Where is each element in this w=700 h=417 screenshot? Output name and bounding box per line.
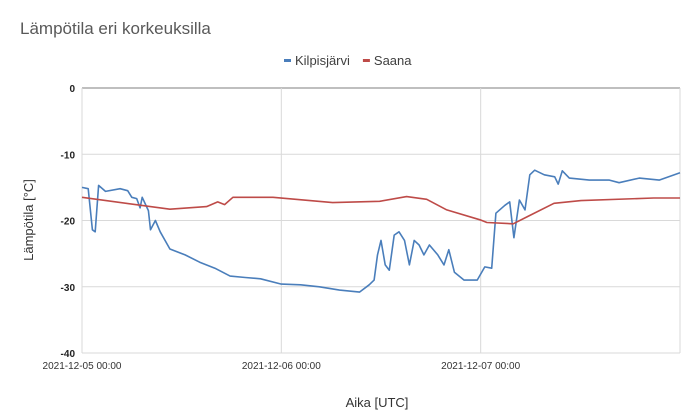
y-tick-label: 0 xyxy=(69,84,75,95)
legend-label: Kilpisjärvi xyxy=(295,53,350,68)
series-line-saana xyxy=(81,195,680,225)
x-tick-label: 2021-12-05 00:00 xyxy=(43,361,122,372)
y-tick-label: -40 xyxy=(61,349,76,360)
y-axis-ticks: 0 -10 -20 -30 -40 xyxy=(61,84,76,360)
x-axis-ticks: 2021-12-05 00:00 2021-12-06 00:00 2021-12-… xyxy=(43,361,521,372)
x-axis-title: Aika [UTC] xyxy=(346,395,409,410)
chart-title: Lämpötila eri korkeuksilla xyxy=(20,19,211,38)
x-tick-label: 2021-12-06 00:00 xyxy=(242,361,321,372)
legend: Kilpisjärvi Saana xyxy=(284,53,412,68)
y-tick-label: -20 xyxy=(61,217,76,228)
series-lines xyxy=(81,169,681,293)
y-axis-title: Lämpötila [°C] xyxy=(21,179,36,261)
legend-swatch xyxy=(362,59,370,62)
y-tick-label: -30 xyxy=(61,283,76,294)
gridlines xyxy=(81,87,681,354)
series-line-kilpisjärvi xyxy=(81,169,681,293)
y-tick-label: -10 xyxy=(61,150,76,161)
legend-label: Saana xyxy=(374,53,412,68)
legend-swatch xyxy=(284,59,291,62)
x-tick-label: 2021-12-07 00:00 xyxy=(441,361,520,372)
